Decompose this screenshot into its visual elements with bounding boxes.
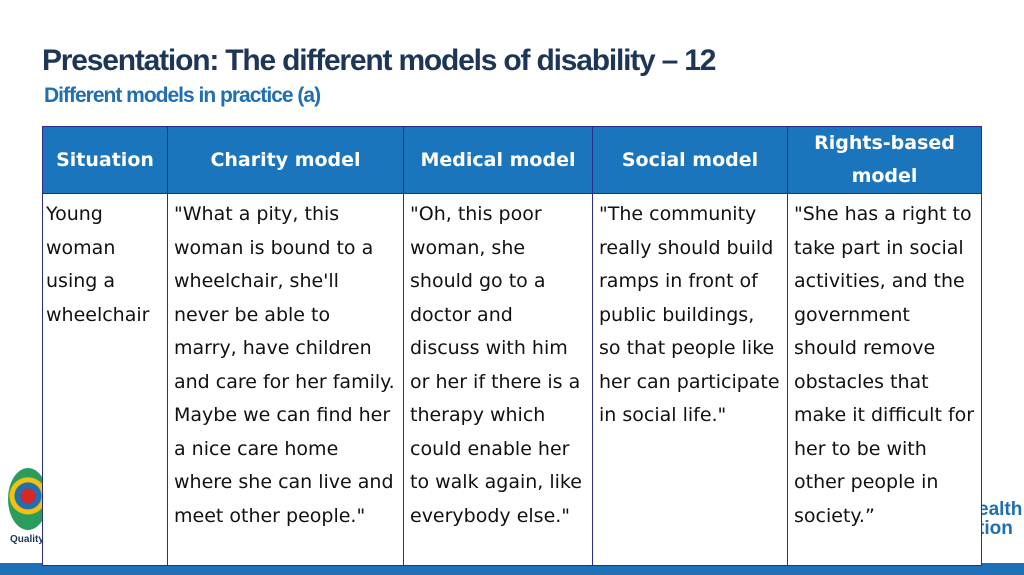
header-medical-model: Medical model — [403, 126, 593, 194]
cell-medical-model: "Oh, this poor woman, she should go to a… — [403, 193, 593, 566]
logo-left-caption: Quality — [10, 534, 44, 545]
table-header-row: Situation Charity model Medical model So… — [42, 126, 982, 194]
slide-title: Presentation: The different models of di… — [42, 44, 716, 77]
cell-charity-model: "What a pity, this woman is bound to a w… — [167, 193, 404, 566]
cell-situation: Young woman using a wheelchair — [42, 193, 168, 566]
header-situation: Situation — [42, 126, 168, 194]
models-table: Situation Charity model Medical model So… — [42, 126, 982, 566]
header-rights-based-model: Rights-based model — [787, 126, 982, 194]
cell-rights-based-model: "She has a right to take part in social … — [787, 193, 982, 566]
header-charity-model: Charity model — [167, 126, 404, 194]
logo-right-caption: ealth tion — [978, 500, 1022, 538]
organization-logo-icon — [8, 468, 48, 530]
cell-social-model: "The community really should build ramps… — [592, 193, 788, 566]
header-social-model: Social model — [592, 126, 788, 194]
slide-subtitle: Different models in practice (a) — [44, 84, 321, 107]
footer-bar — [0, 563, 1024, 575]
table-row: Young woman using a wheelchair "What a p… — [42, 193, 982, 566]
